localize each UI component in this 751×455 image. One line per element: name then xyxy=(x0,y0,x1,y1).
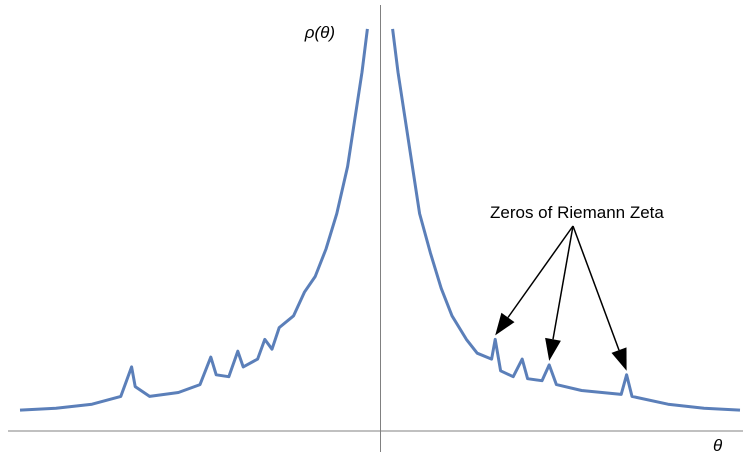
annotation-arrow-head xyxy=(495,312,515,336)
series-line-left xyxy=(19,28,369,412)
annotation-arrow-line xyxy=(552,225,574,340)
annotation-arrow-line xyxy=(572,225,620,351)
annotation-arrow-line xyxy=(507,225,574,318)
axes xyxy=(8,5,743,452)
plot-lines xyxy=(19,28,741,412)
annotation-label: Zeros of Riemann Zeta xyxy=(490,203,664,222)
annotation-arrow-head xyxy=(611,347,627,371)
annotation-arrow-head xyxy=(545,337,561,361)
x-axis-label: θ xyxy=(713,436,723,455)
annotation-arrows xyxy=(495,225,627,371)
y-axis-label: ρ(θ) xyxy=(304,23,335,42)
series-line-right xyxy=(391,28,741,412)
